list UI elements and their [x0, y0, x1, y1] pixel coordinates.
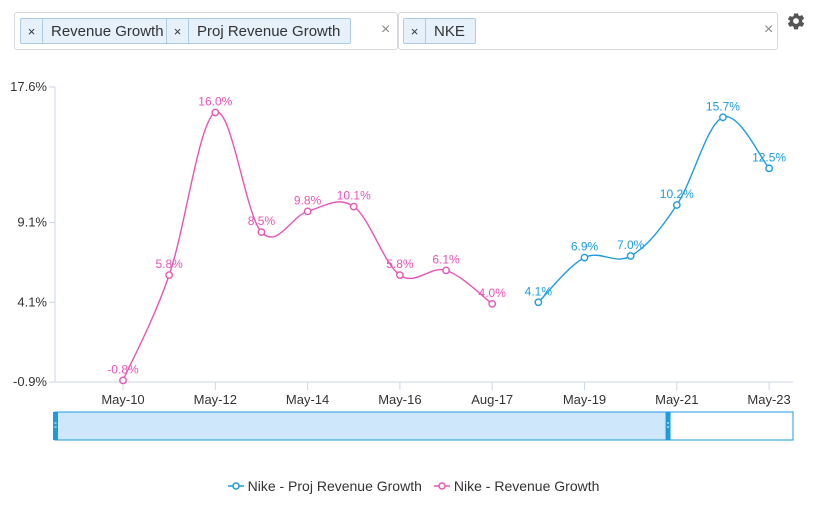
- data-label-proj: 10.2%: [660, 187, 694, 201]
- data-point-proj[interactable]: [580, 253, 589, 262]
- data-point-proj[interactable]: [719, 113, 727, 122]
- data-label-revenue: 9.8%: [294, 193, 322, 207]
- data-label-revenue: 8.5%: [248, 214, 276, 228]
- x-tick-label: May-21: [655, 392, 698, 407]
- series-line-proj: [537, 116, 770, 303]
- chip-label: Revenue Growth: [51, 22, 164, 40]
- series-layer: -0.8% 5.8% 16.0% 8.5% 9.8% 10.1% 5.8% 6.1% 4.0% 4…: [107, 95, 786, 385]
- remove-chip-icon[interactable]: ×: [21, 19, 43, 43]
- data-label-revenue: 4.0%: [479, 286, 507, 300]
- legend-label: Nike - Revenue Growth: [453, 478, 600, 494]
- data-point-proj[interactable]: [626, 252, 635, 260]
- chart-legend: Nike - Proj Revenue Growth Nike - Revenu…: [0, 478, 827, 494]
- x-axis: May-10 May-12 May-14 May-16 Aug-17 May-19 May-…: [55, 381, 793, 407]
- navigator-right-handle[interactable]: [665, 412, 671, 440]
- metric-filter-box[interactable]: × Revenue Growth × Proj Revenue Growth ×: [14, 12, 398, 50]
- data-point-revenue[interactable]: [165, 271, 174, 280]
- data-point-revenue[interactable]: [257, 228, 266, 237]
- data-point-revenue[interactable]: [211, 108, 220, 117]
- x-tick-label: May-19: [563, 392, 606, 407]
- company-filter-box[interactable]: × NKE ×: [398, 12, 778, 50]
- legend-item-revenue[interactable]: Nike - Revenue Growth: [433, 478, 600, 494]
- data-label-proj: 12.5%: [752, 150, 786, 164]
- series-line-revenue: [122, 111, 493, 381]
- data-point-revenue[interactable]: [349, 202, 358, 211]
- metric-chip-revenue-growth: × Revenue Growth: [20, 18, 175, 44]
- data-label-revenue: 5.8%: [386, 257, 414, 271]
- y-tick-label: -0.9%: [13, 374, 47, 389]
- data-label-proj: 15.7%: [706, 99, 740, 113]
- data-label-proj: 4.1%: [525, 284, 553, 298]
- legend-item-proj[interactable]: Nike - Proj Revenue Growth: [227, 478, 422, 494]
- gear-icon[interactable]: [786, 11, 806, 31]
- navigator-selection[interactable]: [54, 411, 669, 441]
- data-label-revenue: -0.8%: [107, 362, 139, 376]
- chip-label: NKE: [434, 22, 465, 40]
- data-point-revenue[interactable]: [303, 207, 312, 216]
- data-point-revenue[interactable]: [442, 266, 450, 275]
- data-label-revenue: 6.1%: [432, 252, 460, 266]
- clear-companies-icon[interactable]: ×: [764, 21, 774, 38]
- revenue-growth-chart: 17.6%9.1%4.1%-0.9% May-10 May-12 May-14 May…: [10, 79, 794, 441]
- y-tick-label: 9.1%: [17, 215, 47, 230]
- data-label-revenue: 16.0%: [198, 95, 232, 109]
- chip-label: Proj Revenue Growth: [197, 22, 341, 40]
- data-label-revenue: 10.1%: [337, 189, 371, 203]
- x-tick-label: Aug-17: [471, 392, 513, 407]
- legend-label: Nike - Proj Revenue Growth: [247, 478, 422, 494]
- navigator-left-handle[interactable]: [53, 412, 58, 440]
- remove-chip-icon[interactable]: ×: [167, 19, 189, 43]
- data-point-revenue[interactable]: [119, 376, 127, 385]
- data-point-proj[interactable]: [672, 201, 681, 209]
- y-tick-label: 4.1%: [17, 294, 47, 309]
- data-label-revenue: 5.8%: [155, 257, 183, 271]
- clear-metrics-icon[interactable]: ×: [381, 21, 391, 38]
- x-tick-label: May-16: [378, 392, 421, 407]
- range-navigator: [53, 411, 794, 441]
- remove-chip-icon[interactable]: ×: [404, 19, 426, 43]
- legend-revenue-marker-icon: [433, 482, 450, 490]
- x-tick-label: May-14: [286, 392, 329, 407]
- data-point-proj[interactable]: [765, 164, 773, 173]
- x-tick-label: May-12: [194, 392, 237, 407]
- data-point-revenue[interactable]: [488, 299, 497, 308]
- x-tick-label: May-10: [101, 392, 144, 407]
- x-tick-label: May-23: [747, 392, 790, 407]
- data-label-proj: 6.9%: [571, 240, 599, 254]
- company-chip-nke: × NKE: [403, 18, 476, 44]
- metric-chip-proj-revenue-growth: × Proj Revenue Growth: [166, 18, 352, 44]
- y-tick-label: 17.6%: [10, 79, 47, 94]
- data-point-proj[interactable]: [534, 298, 543, 307]
- data-label-proj: 7.0%: [617, 238, 645, 252]
- data-point-revenue[interactable]: [395, 271, 404, 280]
- y-axis: 17.6% 9.1% 4.1% -0.9%: [10, 79, 56, 389]
- legend-proj-marker-icon: [227, 482, 244, 490]
